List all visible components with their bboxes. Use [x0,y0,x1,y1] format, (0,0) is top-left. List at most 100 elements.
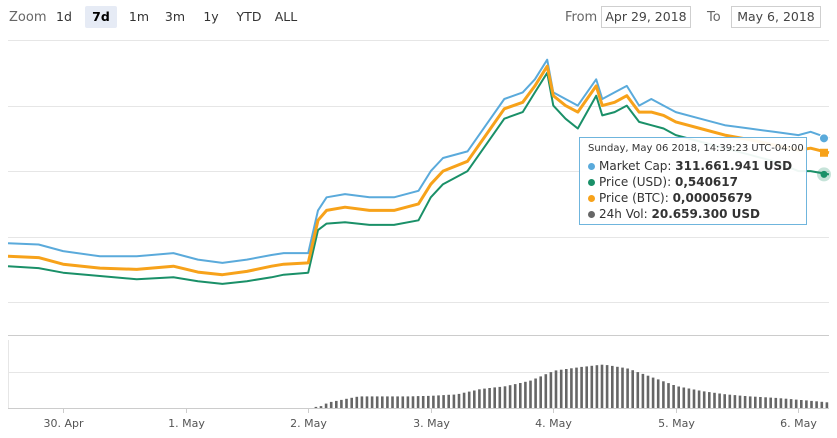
volume-bar [324,403,328,408]
volume-bar [483,388,486,408]
market-cap-dot-icon [588,163,595,170]
volume-bar [437,395,440,408]
to-date-input[interactable]: May 6, 2018 [731,6,821,28]
volume-bar [457,393,461,408]
volume-bar [754,396,757,408]
tooltip-value: 0,540617 [674,175,738,189]
x-tick-label: 2. May [290,417,327,430]
volume-bar [656,379,660,408]
zoom-1d-button[interactable]: 1d [56,9,72,24]
from-date-input[interactable]: Apr 29, 2018 [601,6,691,28]
range-selector-toolbar: Zoom 1d 7d 1m 3m 1y YTD ALL From Apr 29,… [0,0,837,34]
volume-bar [825,402,829,408]
zoom-1y-button[interactable]: 1y [203,9,219,24]
series-line [7,58,830,264]
tooltip-label: 24h Vol: [599,207,648,221]
volume-bar [590,365,594,408]
zoom-all-button[interactable]: ALL [274,9,298,24]
volume-bar [329,401,333,408]
volume-bar [605,365,609,408]
volume-bar [595,365,599,408]
volume-bar [421,396,425,408]
volume-bar [478,389,481,408]
volume-bar [519,383,522,408]
volume-bar [544,374,548,408]
volume-bar [708,392,711,408]
volume-bar [386,396,389,408]
volume-bar [611,365,614,408]
volume-bar [748,396,752,408]
volume-bar [585,366,588,408]
volume-bar [340,399,343,408]
volume-bar [626,368,629,408]
tooltip-value: 0,00005679 [672,191,753,205]
zoom-1m-button[interactable]: 1m [128,9,150,24]
volume-bar [718,393,721,408]
volume-bar [738,395,742,408]
volume-bar [646,375,650,408]
tooltip-label: Price (USD): [599,175,672,189]
volume-bar [713,392,716,408]
volume-bar [672,385,675,408]
volume-bar [314,406,318,408]
volume-bar [636,372,640,408]
volume-bar [529,380,532,408]
series-line [7,64,830,277]
volume-bar [416,396,420,408]
hover-marker [820,170,828,178]
volume-bar [452,394,456,408]
volume-bar [513,384,517,408]
volume-bar [549,372,553,408]
volume-bar [565,369,568,408]
x-tick-label: 30. Apr [43,417,83,430]
volume-bar [764,397,767,408]
volume-bar [651,377,655,408]
volume-bar [554,370,558,408]
volume-bar [534,378,537,408]
from-label: From [565,10,598,25]
volume-bar [641,373,645,408]
x-tick-label: 3. May [413,417,450,430]
hover-marker [819,133,829,144]
zoom-7d-button[interactable]: 7d [85,6,117,28]
volume-bar [723,394,726,408]
volume-bar [631,370,634,408]
volume-bar [662,381,665,408]
volume-bar [580,366,583,408]
series-line [7,71,830,285]
volume-bar [462,392,466,408]
volume-bar [432,395,435,408]
volume-bar [616,366,619,408]
tooltip-label: Price (BTC): [599,191,669,205]
volume-bar [702,391,706,408]
volume-bar [667,383,670,408]
volume-bar [498,386,502,408]
price-btc-dot-icon [588,195,595,202]
volume-bar [820,401,824,408]
volume-bar [365,396,369,408]
zoom-3m-button[interactable]: 3m [164,9,186,24]
volume-bar [539,376,542,408]
volume-bar [355,396,359,408]
x-tick-label: 5. May [658,417,695,430]
tooltip-value: 20.659.300 USD [651,207,760,221]
zoom-ytd-button[interactable]: YTD [236,9,262,24]
volume-bar [488,388,491,408]
price-usd-dot-icon [588,179,595,186]
volume-bar [779,398,783,408]
volume-bar [759,397,762,408]
volume-bar [396,396,399,408]
volume-bar [391,396,394,408]
volume-dot-icon [588,211,595,218]
to-label: To [707,10,721,25]
tooltip-row-price-usd: Price (USD): 0,540617 [588,174,798,190]
x-tick-label: 4. May [535,417,572,430]
volume-bar [743,396,747,408]
volume-bar [600,364,604,408]
tooltip-label: Market Cap: [599,159,672,173]
volume-bar [784,398,788,408]
volume-bar [360,396,364,408]
volume-bar [508,385,512,408]
tooltip-row-volume: 24h Vol: 20.659.300 USD [588,206,798,222]
x-tick-label: 6. May [780,417,817,430]
